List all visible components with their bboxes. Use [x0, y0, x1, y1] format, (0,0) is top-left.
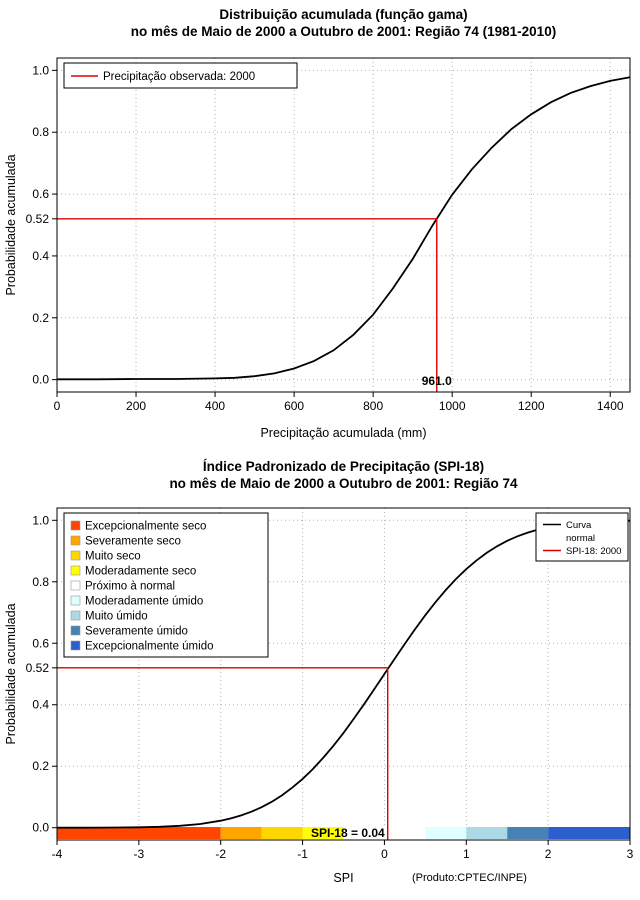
spi-category-bar-segment: [466, 827, 508, 839]
legend-category-label: Moderadamente seco: [85, 566, 196, 578]
spi-category-bar-segment: [343, 827, 426, 839]
legend-label: Curva: [566, 520, 592, 531]
y-axis-title: Probabilidade acumulada: [4, 154, 18, 295]
y-tick-highlight-label: 0.52: [26, 212, 50, 226]
legend-label: normal: [566, 533, 595, 544]
legend-swatch: [70, 595, 81, 606]
spi-cdf-chart: SPI-18 = 0.04 -4 -3 -2 -1 0 1 2 3 0.0 0.2 0.4 0.6 0.8…: [4, 507, 634, 885]
y-tick-label: 1.0: [32, 513, 49, 527]
normal-cdf-curve: [57, 519, 631, 829]
spi-category-bar-segment: [220, 827, 262, 839]
spi-category-bar-segment: [548, 827, 630, 839]
legend-swatch: [70, 580, 81, 591]
y-axis-title: Probabilidade acumulada: [4, 603, 18, 744]
y-tick-label: 0.6: [32, 187, 49, 201]
y-tick-label: 0.0: [32, 821, 49, 835]
y-tick-label: 0.0: [32, 373, 49, 387]
legend-category-label: Próximo à normal: [85, 581, 175, 593]
product-caption: (Produto:CPTEC/INPE): [412, 872, 527, 884]
x-tick-label: 200: [126, 399, 146, 413]
x-tick-label: -4: [52, 847, 63, 861]
legend-label: Precipitação observada: 2000: [103, 71, 255, 83]
legend-box: [63, 62, 298, 89]
legend-swatch: [70, 565, 81, 576]
spi-category-bar-segment: [425, 827, 467, 839]
legend-category-label: Muito seco: [85, 551, 141, 563]
legend-category-label: Severamente úmido: [85, 626, 188, 638]
plot-border: [56, 57, 631, 393]
legend-category-label: Excepcionalmente seco: [85, 521, 206, 533]
x-tick-label: 600: [284, 399, 304, 413]
legend-swatch: [70, 610, 81, 621]
x-axis-title: SPI: [333, 871, 353, 885]
chart2-subtitle: no mês de Maio de 2000 a Outubro de 2001…: [169, 476, 518, 491]
x-tick-label: -1: [297, 847, 308, 861]
spi-category-bar-segment: [507, 827, 549, 839]
y-tick-label: 0.8: [32, 125, 49, 139]
plot-border: [56, 507, 631, 841]
spi-category-bar-segment: [302, 827, 344, 839]
x-tick-label: 800: [363, 399, 383, 413]
spi-category-bar-segment: [57, 827, 221, 839]
x-tick-label: 1200: [518, 399, 545, 413]
legend-category-label: Excepcionalmente úmido: [85, 641, 214, 653]
legend-category-label: Severamente seco: [85, 536, 181, 548]
gamma-cdf-chart: 961.0 0 200 400 600 800 1000 1200 1400 0.0 0.2 0.4 0…: [4, 57, 631, 440]
y-tick-highlight-label: 0.52: [26, 661, 50, 675]
chart1-subtitle: no mês de Maio de 2000 a Outubro de 2001…: [130, 24, 557, 39]
x-tick-label: 1: [463, 847, 470, 861]
y-tick-label: 0.8: [32, 575, 49, 589]
marker-label: SPI-18 = 0.04: [311, 826, 385, 840]
x-tick-label: 3: [627, 847, 634, 861]
legend-label: SPI-18: 2000: [566, 546, 621, 557]
y-tick-label: 0.6: [32, 636, 49, 650]
legend-swatch: [70, 625, 81, 636]
x-tick-label: 0: [54, 399, 61, 413]
legend-swatch: [70, 550, 81, 561]
legend-category-label: Moderadamente úmido: [85, 596, 203, 608]
y-tick-label: 0.2: [32, 311, 49, 325]
x-tick-label: -2: [215, 847, 226, 861]
x-tick-label: 0: [381, 847, 388, 861]
legend-box: [535, 512, 629, 562]
y-tick-label: 0.2: [32, 759, 49, 773]
y-tick-label: 0.4: [32, 698, 49, 712]
x-tick-label: 1400: [597, 399, 624, 413]
x-axis-title: Precipitação acumulada (mm): [260, 426, 426, 440]
spi-category-bar-segment: [261, 827, 303, 839]
x-tick-label: -3: [134, 847, 145, 861]
legend-swatch: [70, 520, 81, 531]
legend-swatch: [70, 535, 81, 546]
spi-category-legend-box: [63, 512, 269, 658]
gamma-cdf-curve: [57, 76, 631, 381]
chart2-title: Índice Padronizado de Precipitação (SPI-…: [202, 459, 485, 474]
legend-swatch: [70, 640, 81, 651]
y-tick-label: 1.0: [32, 63, 49, 77]
y-tick-label: 0.4: [32, 249, 49, 263]
x-tick-label: 1000: [439, 399, 466, 413]
chart1-title: Distribuição acumulada (função gama): [219, 7, 468, 22]
legend-category-label: Muito úmido: [85, 611, 148, 623]
x-tick-label: 2: [545, 847, 552, 861]
marker-label: 961.0: [422, 374, 452, 388]
x-tick-label: 400: [205, 399, 225, 413]
